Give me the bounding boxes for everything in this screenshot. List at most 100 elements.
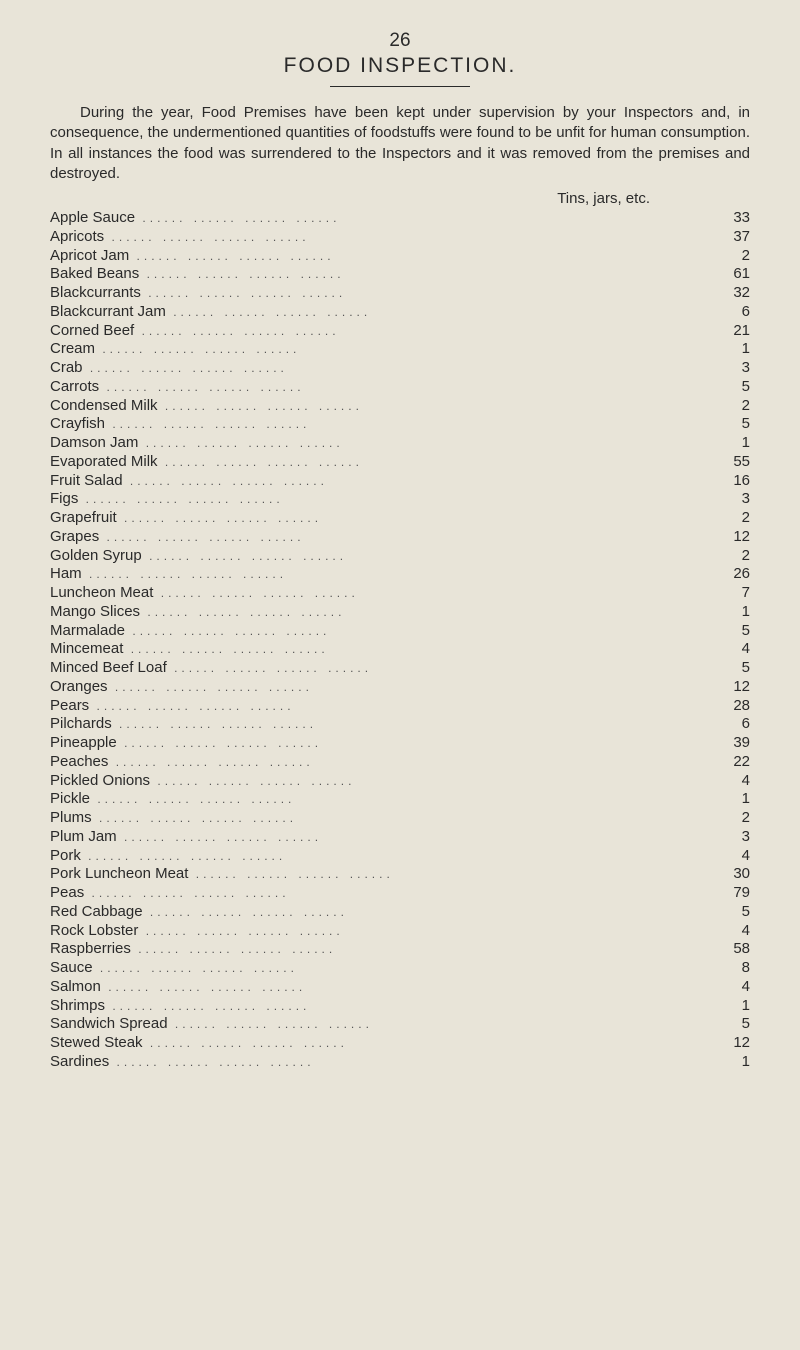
leader-dots: ...... ...... ...... ...... <box>134 324 339 338</box>
item-value: 12 <box>682 1034 750 1053</box>
leader-dots: ...... ...... ...... ...... <box>117 511 322 525</box>
leader-dots: ...... ...... ...... ...... <box>108 755 313 769</box>
item-value: 55 <box>682 453 750 472</box>
table-row: Apricot Jam ...... ...... ...... ......2 <box>50 247 750 266</box>
page-number: 26 <box>50 30 750 52</box>
table-row: Crab ...... ...... ...... ......3 <box>50 359 750 378</box>
leader-dots: ...... ...... ...... ...... <box>89 699 294 713</box>
item-value: 1 <box>682 340 750 359</box>
table-row: Pears ...... ...... ...... ......28 <box>50 697 750 716</box>
item-value: 4 <box>682 640 750 659</box>
leader-dots: ...... ...... ...... ...... <box>84 886 289 900</box>
item-name-cell: Sandwich Spread ...... ...... ...... ...… <box>50 1015 682 1034</box>
item-name-cell: Condensed Milk ...... ...... ...... ....… <box>50 397 682 416</box>
table-row: Mincemeat ...... ...... ...... ...... 4 <box>50 640 750 659</box>
table-row: Ham ...... ...... ...... ......26 <box>50 565 750 584</box>
item-value: 2 <box>682 509 750 528</box>
leader-dots: ...... ...... ...... ...... <box>92 811 297 825</box>
item-name-cell: Evaporated Milk ...... ...... ...... ...… <box>50 453 682 472</box>
table-row: Figs ...... ...... ...... ......3 <box>50 490 750 509</box>
item-value: 33 <box>682 209 750 228</box>
item-name-cell: Pickle ...... ...... ...... ...... <box>50 790 682 809</box>
item-value: 12 <box>682 678 750 697</box>
item-name: Minced Beef Loaf <box>50 659 167 676</box>
item-value: 2 <box>682 397 750 416</box>
item-name-cell: Corned Beef ...... ...... ...... ...... <box>50 322 682 341</box>
item-value: 61 <box>682 265 750 284</box>
leader-dots: ...... ...... ...... ...... <box>125 624 330 638</box>
item-name-cell: Figs ...... ...... ...... ...... <box>50 490 682 509</box>
food-items-table: Apple Sauce ...... ...... ...... ......3… <box>50 209 750 1072</box>
item-name: Pineapple <box>50 734 117 751</box>
item-name: Pilchards <box>50 715 112 732</box>
item-name: Oranges <box>50 678 108 695</box>
item-name: Pork <box>50 847 81 864</box>
item-name-cell: Sardines ...... ...... ...... ...... <box>50 1053 682 1072</box>
leader-dots: ...... ...... ...... ...... <box>141 286 346 300</box>
item-name-cell: Cream ...... ...... ...... ...... <box>50 340 682 359</box>
leader-dots: ...... ...... ...... ...... <box>158 399 363 413</box>
item-name: Rock Lobster <box>50 922 138 939</box>
item-value: 4 <box>682 847 750 866</box>
leader-dots: ...... ...... ...... ...... <box>150 774 355 788</box>
item-value: 12 <box>682 528 750 547</box>
item-name: Peaches <box>50 753 108 770</box>
leader-dots: ...... ...... ...... ...... <box>167 661 372 675</box>
item-name-cell: Carrots ...... ...... ...... ...... <box>50 378 682 397</box>
item-name-cell: Mango Slices ...... ...... ...... ...... <box>50 603 682 622</box>
table-row: Fruit Salad ...... ...... ...... ......1… <box>50 472 750 491</box>
leader-dots: ...... ...... ...... ...... <box>138 924 343 938</box>
item-value: 5 <box>682 622 750 641</box>
item-name-cell: Ham ...... ...... ...... ...... <box>50 565 682 584</box>
table-row: Stewed Steak ...... ...... ...... ......… <box>50 1034 750 1053</box>
table-row: Pineapple ...... ...... ...... ......39 <box>50 734 750 753</box>
item-name-cell: Marmalade ...... ...... ...... ...... <box>50 622 682 641</box>
leader-dots: ...... ...... ...... ...... <box>123 642 328 656</box>
table-row: Pickled Onions ...... ...... ...... ....… <box>50 772 750 791</box>
table-row: Red Cabbage ...... ...... ...... ......5 <box>50 903 750 922</box>
table-row: Grapes ...... ...... ...... ......12 <box>50 528 750 547</box>
item-name: Plums <box>50 809 92 826</box>
item-value: 2 <box>682 547 750 566</box>
leader-dots: ...... ...... ...... ...... <box>123 474 328 488</box>
item-name: Red Cabbage <box>50 903 143 920</box>
item-name-cell: Apricot Jam ...... ...... ...... ...... <box>50 247 682 266</box>
leader-dots: ...... ...... ...... ...... <box>117 830 322 844</box>
column-header: Tins, jars, etc. <box>50 190 750 207</box>
item-name-cell: Blackcurrants ...... ...... ...... .....… <box>50 284 682 303</box>
item-name: Mincemeat <box>50 640 123 657</box>
table-row: Blackcurrant Jam ...... ...... ...... ..… <box>50 303 750 322</box>
table-row: Damson Jam ...... ...... ...... ......1 <box>50 434 750 453</box>
table-row: Pork ...... ...... ...... ......4 <box>50 847 750 866</box>
item-value: 3 <box>682 359 750 378</box>
item-value: 5 <box>682 659 750 678</box>
leader-dots: ...... ...... ...... ...... <box>93 961 298 975</box>
item-value: 16 <box>682 472 750 491</box>
item-name: Pears <box>50 697 89 714</box>
item-value: 39 <box>682 734 750 753</box>
item-value: 30 <box>682 865 750 884</box>
leader-dots: ...... ...... ...... ...... <box>82 567 287 581</box>
leader-dots: ...... ...... ...... ...... <box>109 1055 314 1069</box>
item-name: Golden Syrup <box>50 547 142 564</box>
item-name: Sandwich Spread <box>50 1015 168 1032</box>
item-name-cell: Grapes ...... ...... ...... ...... <box>50 528 682 547</box>
table-row: Rock Lobster ...... ...... ...... ......… <box>50 922 750 941</box>
item-name-cell: Grapefruit ...... ...... ...... ...... <box>50 509 682 528</box>
item-name: Apricot Jam <box>50 247 129 264</box>
table-row: Golden Syrup ...... ...... ...... ......… <box>50 547 750 566</box>
leader-dots: ...... ...... ...... ...... <box>95 342 300 356</box>
table-row: Minced Beef Loaf ...... ...... ...... ..… <box>50 659 750 678</box>
table-row: Oranges ...... ...... ...... ......12 <box>50 678 750 697</box>
item-name: Apricots <box>50 228 104 245</box>
leader-dots: ...... ...... ...... ...... <box>142 549 347 563</box>
table-row: Mango Slices ...... ...... ...... ......… <box>50 603 750 622</box>
item-name: Cream <box>50 340 95 357</box>
item-value: 3 <box>682 828 750 847</box>
item-name: Salmon <box>50 978 101 995</box>
table-row: Raspberries ...... ...... ...... ......5… <box>50 940 750 959</box>
leader-dots: ...... ...... ...... ...... <box>143 905 348 919</box>
page-title: FOOD INSPECTION. <box>50 54 750 78</box>
item-name-cell: Raspberries ...... ...... ...... ...... <box>50 940 682 959</box>
item-name: Corned Beef <box>50 322 134 339</box>
